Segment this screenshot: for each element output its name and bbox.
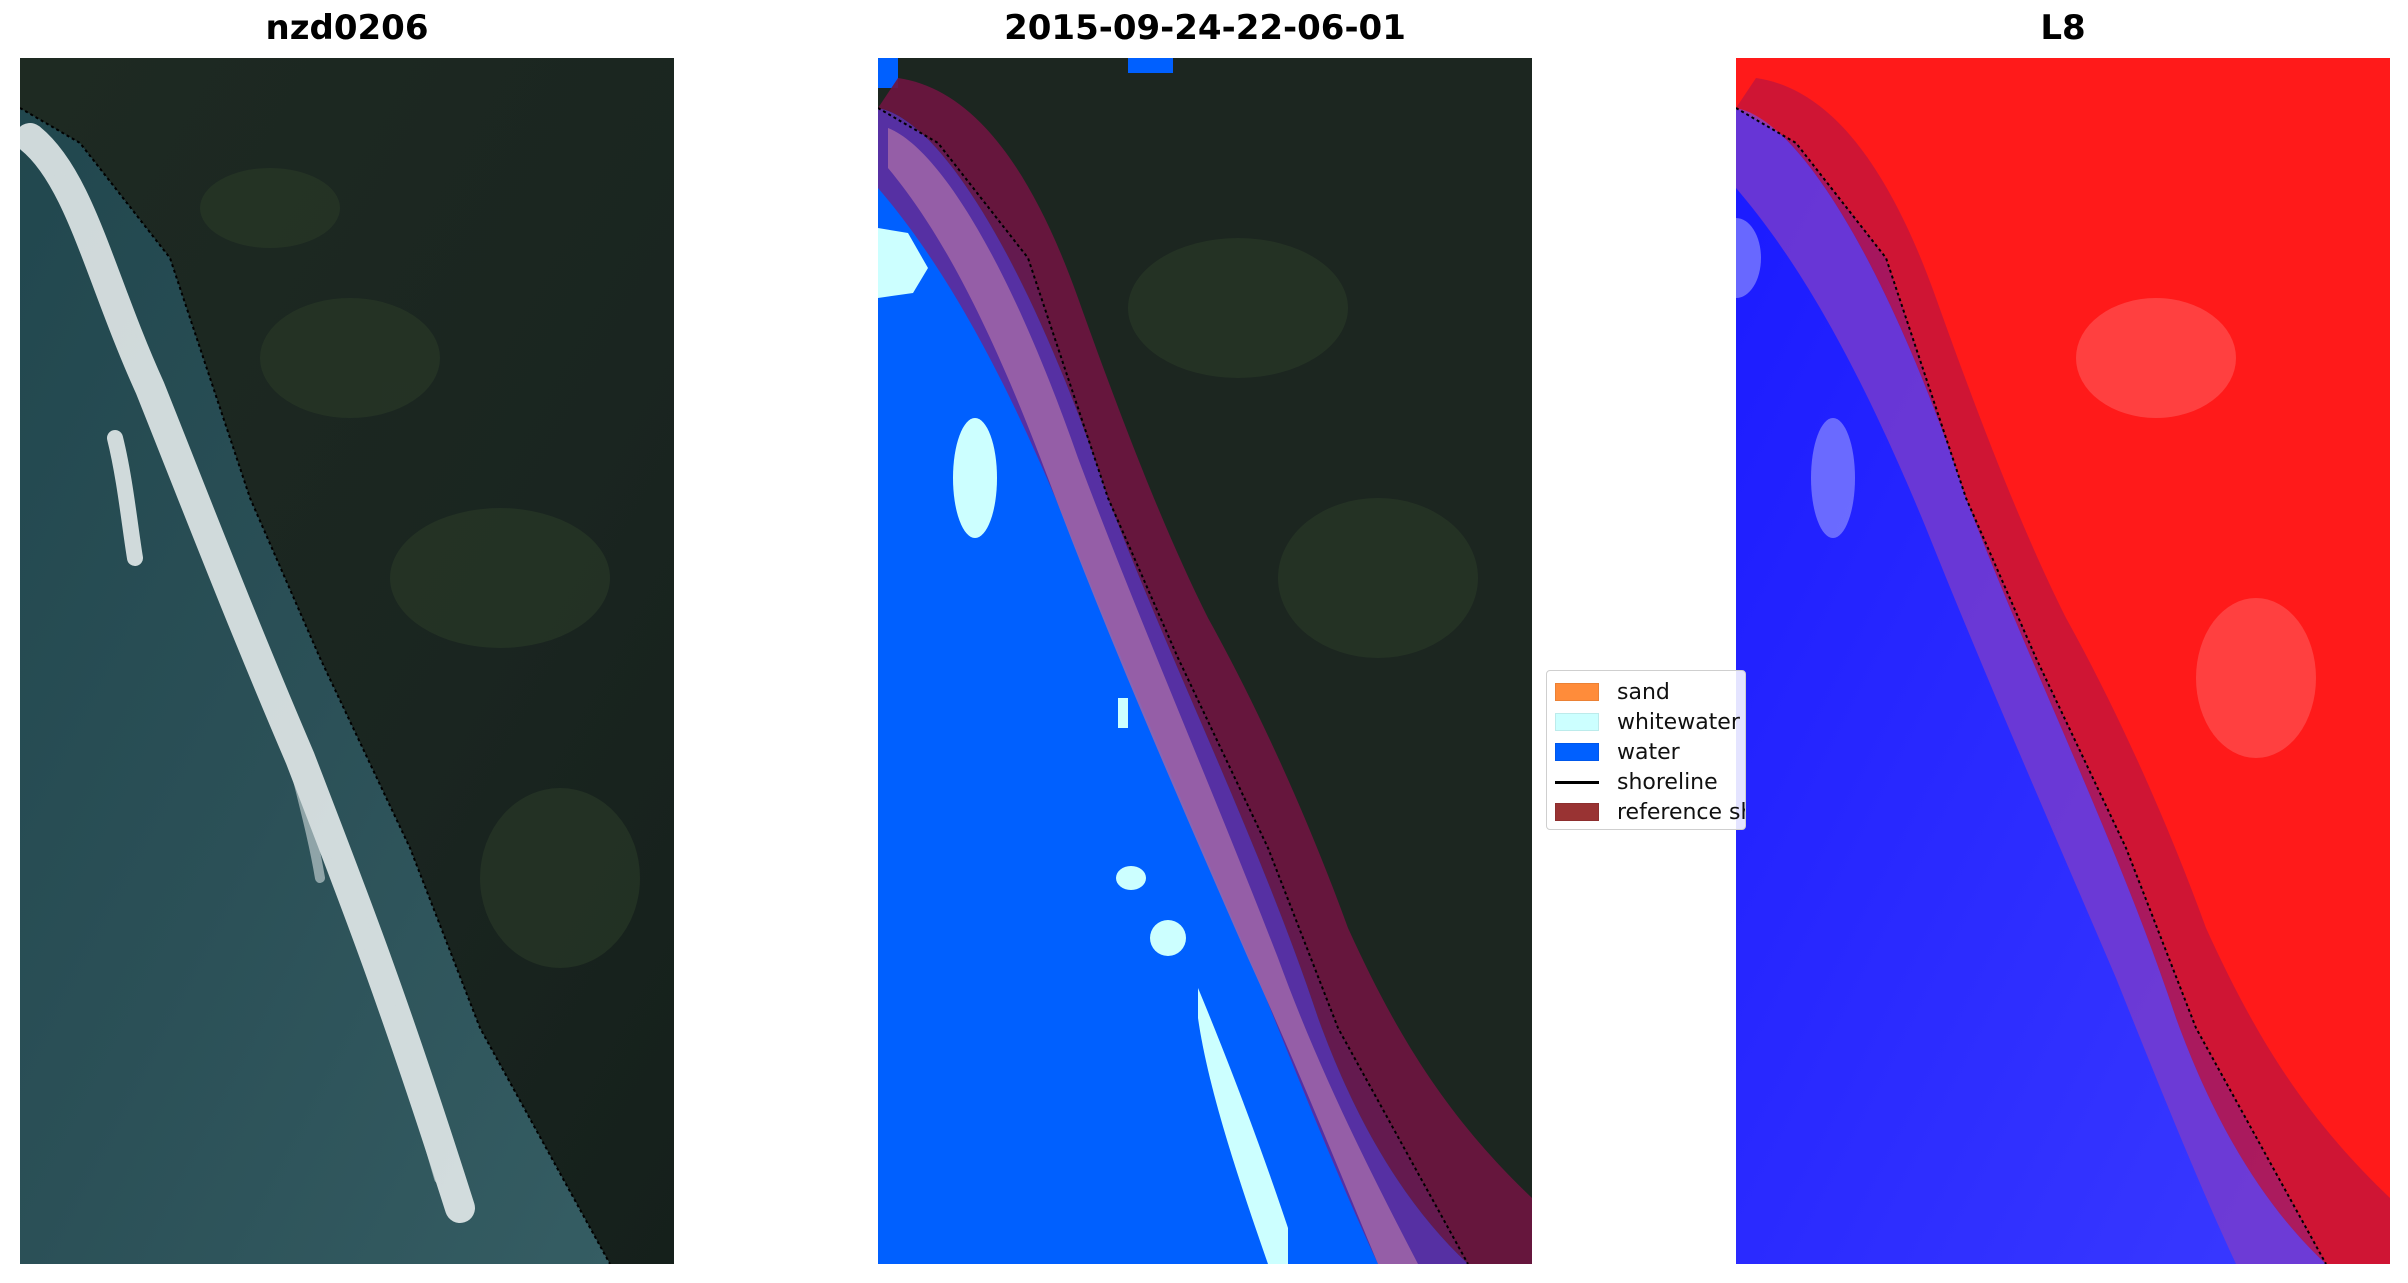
rgb-image-panel: [20, 58, 674, 1264]
legend-item-water: water: [1555, 737, 1737, 767]
reference-shoreline-swatch: [1555, 803, 1599, 821]
classification-panel: [878, 58, 1532, 1264]
legend-item-whitewater: whitewater: [1555, 707, 1740, 737]
index-panel: [1736, 58, 2390, 1264]
panel-title-index: L8: [2040, 8, 2086, 48]
legend-label-sand: sand: [1617, 679, 1670, 705]
legend-label-water: water: [1617, 739, 1680, 765]
legend-label-shoreline: shoreline: [1617, 769, 1718, 795]
index-image: [1736, 58, 2390, 1264]
rgb-image: [20, 58, 674, 1264]
legend: sand whitewater water shoreline referenc…: [1546, 670, 1746, 830]
whitewater-swatch: [1555, 713, 1599, 731]
legend-label-whitewater: whitewater: [1617, 709, 1740, 735]
legend-item-shoreline: shoreline: [1555, 767, 1737, 797]
panel-title-classification: 2015-09-24-22-06-01: [1004, 8, 1406, 48]
panel-title-rgb: nzd0206: [265, 8, 429, 48]
legend-label-reference-shoreline: reference shoreline buffer: [1617, 799, 1745, 825]
classification-image: [878, 58, 1532, 1264]
legend-item-reference-shoreline: reference shoreline buffer: [1555, 797, 1745, 827]
sand-swatch: [1555, 683, 1599, 701]
legend-item-sand: sand: [1555, 677, 1737, 707]
shoreline-swatch: [1555, 773, 1599, 791]
water-swatch: [1555, 743, 1599, 761]
